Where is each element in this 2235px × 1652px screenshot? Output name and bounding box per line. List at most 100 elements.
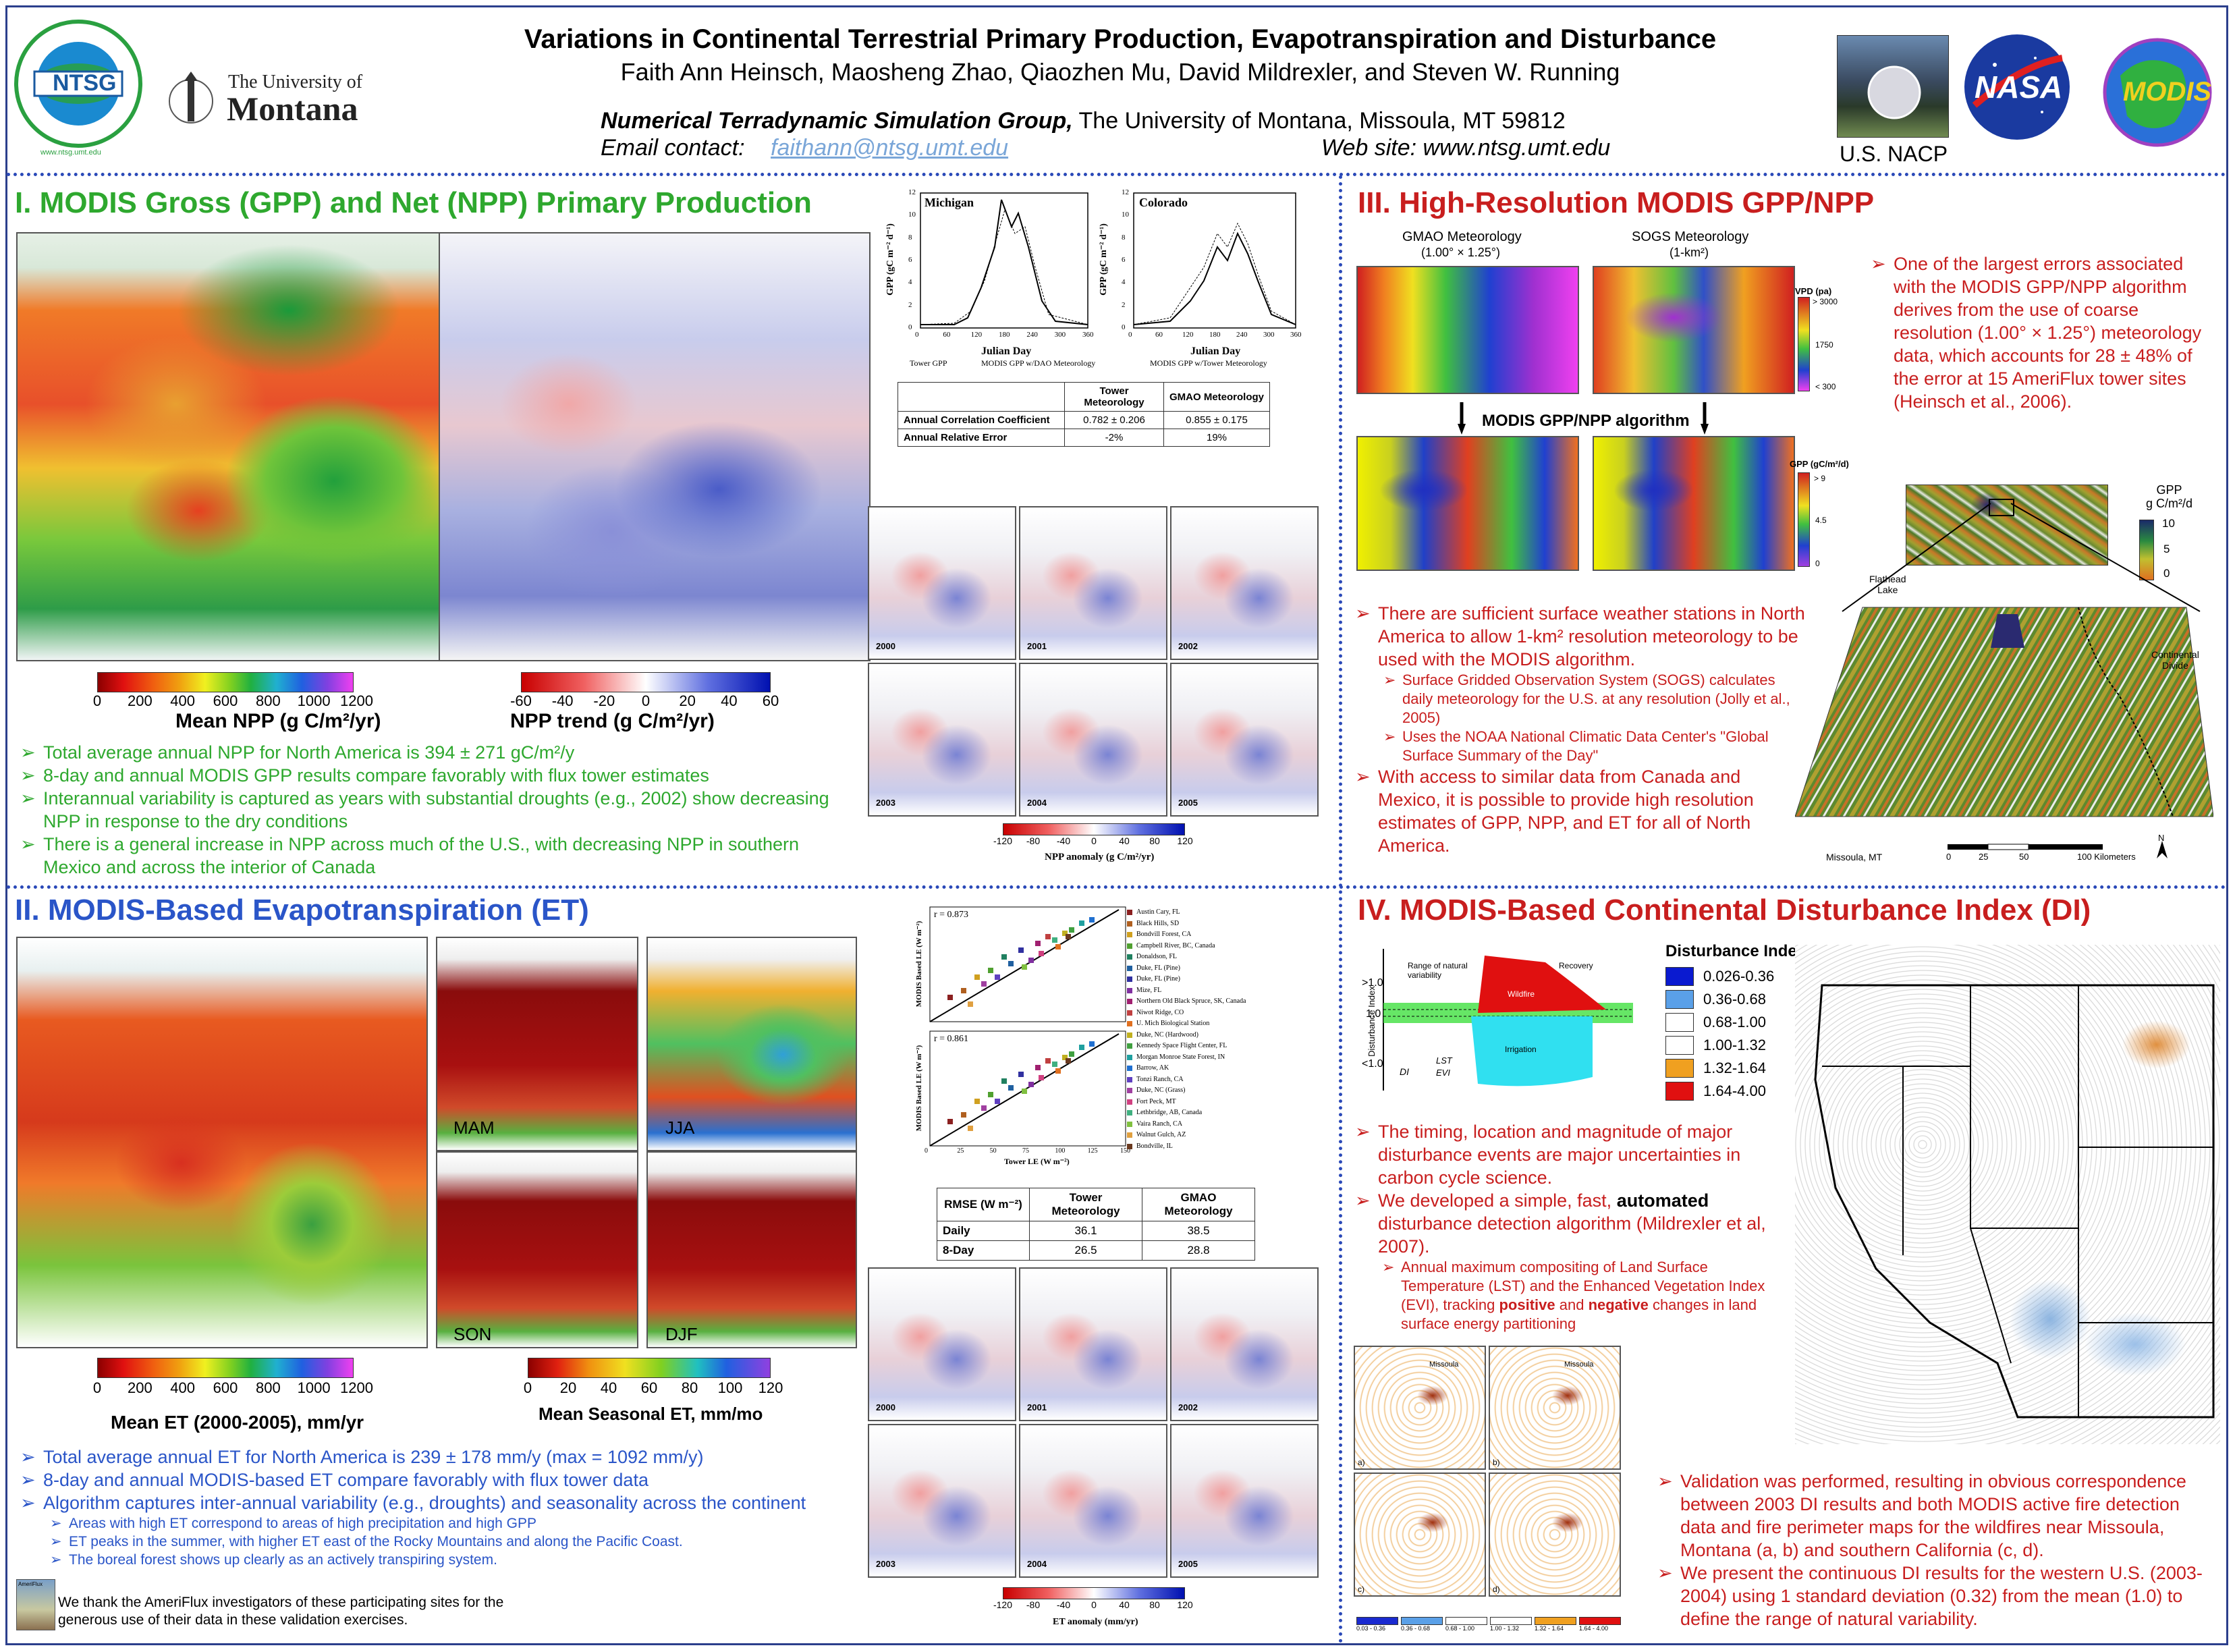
validation-map-label: a) [1358,1458,1365,1467]
anomaly-map: 2005 [1170,1424,1319,1578]
validation-map: b) Missoula [1489,1346,1621,1470]
section2-bullet: Algorithm captures inter-annual variabil… [20,1491,871,1514]
regional-gpp-inset [1906,485,2108,566]
site-marker [1127,1099,1132,1105]
scatter-point [961,988,966,993]
gpp-hires-tick-high: > 9 [1814,474,1826,483]
scatter-point [1022,1089,1027,1094]
et-table-cell: 26.5 [1029,1240,1142,1261]
gmao-gpp-map [1356,436,1579,571]
et-table-header: RMSE (W m⁻²) [937,1188,1030,1221]
et-table-cell: 38.5 [1142,1221,1255,1241]
di-legend-item: 0.68-1.00 [1665,1011,1827,1034]
anomaly-map: 2001 [1019,506,1167,660]
scale-tick: 50 [2019,852,2029,862]
gpp-ytick: 10 [1122,211,1129,219]
site-marker [1127,1110,1132,1116]
um-logo: The University of Montana [167,67,397,135]
site-legend-item: Campbell River, BC, Canada [1127,941,1316,952]
modis-logo: MODIS [2100,35,2215,150]
et-anomaly-colorbar [1003,1587,1185,1599]
gpp-xtick: 60 [1155,331,1163,339]
terrain-3d-map [1794,594,2214,857]
scatter-xtick: 0 [925,1147,928,1155]
colorbar-tick: 600 [213,1379,238,1396]
site-name: Campbell River, BC, Canada [1136,941,1215,949]
colorbar-tick: -20 [593,692,615,709]
colorbar-tick: 60 [640,1379,658,1396]
colorbar-tick: 0 [92,692,102,709]
site-name: U. Mich Biological Station [1136,1020,1210,1027]
season-label-djf: DJF [665,1324,698,1344]
site-legend: Austin Cary, FL Black Hills, SD Bondvill F… [1127,907,1316,1152]
gpp-hires-title: GPP (gC/m²/d) [1790,459,1849,469]
colorbar-tick: 120 [1177,1599,1193,1610]
site-name: Fort Peck, MT [1136,1097,1176,1105]
site-name: Niwot Ridge, CO [1136,1008,1184,1016]
npp-anomaly-colorbar [1003,823,1185,835]
scale-tick: 0 [1946,852,1952,862]
gpp-xtick: 120 [1182,331,1194,339]
scatter-point [1028,1082,1034,1087]
scatter-point [1089,1041,1095,1047]
western-us-di-map [1795,945,2220,1444]
header-divider [7,173,2227,176]
section1-bullet: There is a general increase in NPP acros… [20,833,837,879]
di-wildfire-label: Wildfire [1508,989,1535,999]
di-formula-label: DI [1400,1066,1409,1077]
gpp-table: Tower Meteorology GMAO Meteorology Annua… [898,382,1270,447]
scatter-xtick: 50 [989,1147,997,1155]
site-marker [1127,943,1132,949]
website-label[interactable]: Web site: www.ntsg.umt.edu [1321,135,1611,161]
anomaly-year-label: 2001 [1027,1402,1047,1412]
npp-caption: Mean NPP (g C/m²/yr) [175,710,381,732]
di-recovery-label: Recovery [1559,961,1593,970]
di-y-high: >1.0 [1362,977,1383,989]
validation-legend-swatch [1401,1617,1443,1625]
site-legend-item: Donaldson, FL [1127,952,1316,963]
di-legend: Disturbance Index 0.026-0.36 0.36-0.68 0.6… [1665,942,1827,1103]
gpp-table-cell: Annual Correlation Coefficient [898,411,1065,429]
site-legend-item: Bondvill Forest, CA [1127,929,1316,941]
email-link[interactable]: faithann@ntsg.umt.edu [771,135,1009,161]
scatter-point [1066,934,1071,939]
npp-anomaly-grid: 2000 2001 2002 2003 2004 2005 [868,506,1320,823]
scatter-r-top: r = 0.873 [934,910,969,920]
nacp-label: U.S. NACP [1840,142,1948,166]
anomaly-year-label: 2004 [1027,1559,1047,1569]
scale-bar [1948,842,2109,850]
scatter-point [1045,934,1051,939]
anomaly-map: 2000 [868,1267,1016,1421]
site-legend-item: Fort Peck, MT [1127,1097,1316,1108]
gpp-ytick: 6 [908,256,912,264]
site-name: Duke, NC (Hardwood) [1136,1030,1198,1039]
colorbar-tick: 40 [721,692,738,709]
site-name: Duke, NC (Grass) [1136,1086,1186,1094]
nasa-logo: NASA [1961,31,2073,143]
colorbar-tick: 0 [523,1379,532,1396]
site-marker [1127,1121,1132,1127]
site-name: Duke, FL (Pine) [1136,975,1180,983]
site-legend-item: Duke, NC (Hardwood) [1127,1030,1316,1041]
section2-bullet: Total average annual ET for North Americ… [20,1446,871,1468]
site-marker [1127,965,1132,971]
site-marker [1127,1032,1132,1038]
validation-map: c) [1354,1472,1486,1597]
di-ylabel: Disturbance Index [1366,986,1377,1057]
site-marker [1127,1088,1132,1094]
scatter-point [1089,917,1095,923]
site-name: Duke, FL (Pine) [1136,964,1180,972]
scatter-point [1018,1072,1024,1077]
et-table-cell: 8-Day [937,1240,1030,1261]
et-map [16,937,428,1348]
colorbar-tick: 0 [641,692,651,709]
di-lst-label: LST [1436,1055,1452,1066]
et-anomaly-caption: ET anomaly (mm/yr) [1053,1617,1138,1627]
section2-bullet: 8-day and annual MODIS-based ET compare … [20,1468,871,1491]
validation-missoula-label: Missoula [1564,1360,1594,1369]
colorbar-tick: 120 [758,1379,783,1396]
gpp-ytick: 6 [1122,256,1126,264]
site-legend-item: Vaira Ranch, CA [1127,1119,1316,1130]
di-legend-swatch [1665,967,1694,986]
section1-bullets: Total average annual NPP for North Ameri… [20,741,837,879]
